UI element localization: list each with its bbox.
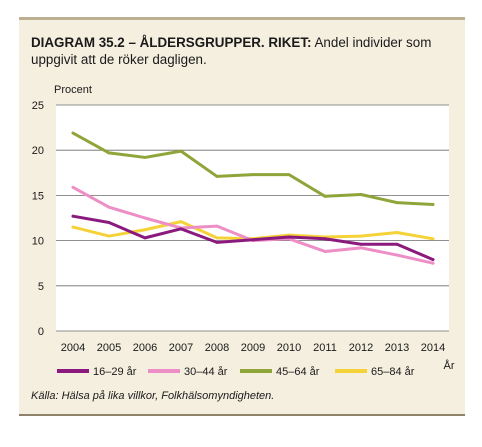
data-point [215, 224, 219, 228]
y-tick-label: 10 [32, 236, 44, 248]
legend-label: 45–64 år [276, 366, 320, 378]
legend-label: 65–84 år [371, 366, 415, 378]
x-tick-label: 2012 [349, 342, 373, 354]
y-tick-label: 20 [32, 145, 44, 157]
x-tick-label: 2007 [169, 342, 193, 354]
data-point [107, 221, 111, 224]
data-point [143, 156, 147, 159]
data-point [395, 242, 399, 246]
data-point [215, 241, 219, 244]
x-tick-label: 2008 [205, 342, 229, 354]
data-point [287, 173, 291, 177]
x-tick-label: 2013 [385, 342, 409, 354]
data-point [179, 227, 183, 231]
data-point [215, 175, 219, 178]
data-point [431, 261, 435, 265]
data-point [215, 236, 219, 240]
top-rule [19, 17, 465, 20]
data-point [359, 234, 363, 238]
y-axis-label: Procent [54, 84, 92, 96]
data-point [179, 220, 183, 224]
chart-title: DIAGRAM 35.2 – ÅLDERSGRUPPER. RIKET: And… [31, 34, 456, 68]
data-point [323, 237, 327, 241]
data-point [395, 201, 399, 205]
data-point [71, 225, 75, 229]
legend-label: 30–44 år [184, 366, 228, 378]
data-point [179, 149, 183, 153]
data-point [395, 253, 399, 257]
data-point [323, 194, 327, 198]
data-point [251, 173, 255, 177]
x-axis-label: År [444, 359, 455, 372]
data-point [395, 231, 399, 234]
y-tick-label: 25 [32, 100, 44, 112]
source-note: Källa: Hälsa på lika villkor, Folkhälsom… [31, 390, 275, 402]
title-label: DIAGRAM 35.2 – ÅLDERSGRUPPER. RIKET: [31, 35, 312, 50]
data-point [143, 236, 147, 240]
x-tick-label: 2010 [277, 342, 301, 354]
data-point [359, 242, 363, 246]
plot-area [56, 105, 449, 331]
data-point [107, 151, 111, 155]
data-point [107, 234, 111, 238]
data-point [251, 238, 255, 242]
data-point [71, 131, 75, 135]
bottom-rule [19, 414, 465, 416]
data-point [431, 258, 435, 261]
y-tick-label: 0 [38, 326, 44, 338]
x-tick-label: 2005 [97, 342, 121, 354]
x-tick-label: 2006 [133, 342, 157, 354]
data-point [323, 250, 327, 253]
data-point [431, 237, 435, 241]
data-point [431, 203, 435, 206]
legend-label: 16–29 år [93, 366, 137, 378]
x-tick-label: 2011 [313, 342, 337, 354]
x-tick-label: 2004 [61, 342, 85, 354]
data-point [107, 205, 111, 209]
y-tick-label: 15 [32, 190, 44, 202]
data-point [71, 185, 75, 189]
data-point [143, 228, 147, 232]
y-tick-label: 5 [38, 281, 44, 293]
title-text: Andel individer som uppgivit att de röke… [31, 35, 432, 67]
data-point [287, 235, 291, 239]
data-point [143, 216, 147, 220]
x-tick-label: 2009 [241, 342, 265, 354]
x-tick-label: 2014 [421, 342, 445, 354]
data-point [71, 214, 75, 218]
data-point [359, 193, 363, 196]
data-point [359, 246, 363, 250]
